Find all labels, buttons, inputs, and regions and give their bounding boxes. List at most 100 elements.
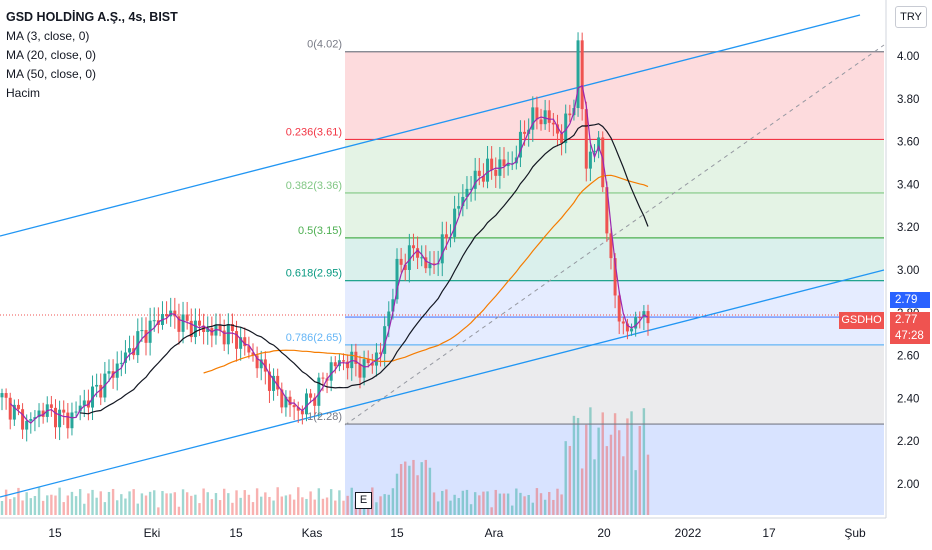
ma20-line: [80, 123, 649, 415]
volume-bar: [531, 502, 534, 515]
symbol-tag: GSDHO: [839, 312, 884, 329]
volume-bar: [247, 494, 251, 515]
candle: [317, 372, 321, 418]
candle: [502, 147, 506, 179]
ma50-line: [203, 174, 649, 374]
candle: [416, 236, 420, 270]
candle: [346, 354, 350, 380]
indicator-volume[interactable]: Hacim: [6, 86, 41, 100]
volume-bar: [70, 491, 74, 515]
volume-bar: [461, 490, 465, 515]
volume-bar: [622, 456, 625, 515]
candle: [292, 399, 296, 420]
candle: [140, 317, 144, 342]
volume-bar: [91, 489, 94, 515]
candle: [226, 313, 230, 355]
candle: [74, 401, 78, 418]
volume-bar: [46, 495, 49, 515]
volume-bar: [33, 495, 37, 515]
candle: [8, 392, 12, 430]
volume-bar: [519, 492, 522, 515]
candle: [630, 323, 634, 336]
candle: [584, 101, 588, 182]
candle: [486, 145, 490, 189]
volume-bar: [338, 490, 341, 515]
candle: [354, 343, 358, 377]
candle: [189, 308, 193, 343]
candle: [325, 372, 329, 394]
volume-bar: [99, 491, 102, 515]
volume-bar: [218, 500, 222, 515]
candle: [49, 395, 53, 417]
candle: [593, 144, 597, 163]
candle: [543, 99, 547, 130]
volume-bar: [198, 503, 201, 515]
volume-bar: [399, 464, 403, 515]
volume-bar: [601, 412, 604, 515]
x-tick-label-6: 20: [597, 526, 611, 540]
candle: [535, 96, 539, 130]
candle: [78, 395, 82, 421]
indicator-ma3[interactable]: MA (3, close, 0): [6, 29, 90, 43]
candle: [634, 311, 638, 337]
candle: [424, 245, 428, 274]
volume-bar: [379, 496, 382, 515]
candle: [358, 355, 362, 389]
volume-bar: [144, 495, 148, 515]
volume-bar: [383, 494, 386, 515]
volume-bar: [436, 501, 440, 515]
volume-bar: [37, 487, 41, 515]
candle: [119, 350, 123, 377]
candle: [469, 176, 473, 202]
volume-bar: [157, 507, 160, 515]
volume-bar: [194, 494, 197, 515]
volume-bar: [17, 487, 20, 515]
volume-bar: [255, 488, 259, 515]
candle: [642, 305, 646, 331]
volume-bar: [523, 496, 526, 515]
candle: [103, 361, 107, 403]
volume-bar: [243, 490, 246, 515]
volume-bar: [29, 498, 33, 515]
volume-bar: [50, 494, 53, 515]
candle: [16, 399, 20, 416]
volume-bar: [626, 418, 629, 515]
volume-bar: [424, 459, 428, 515]
currency-button[interactable]: TRY: [895, 6, 927, 28]
volume-bar: [264, 492, 267, 515]
volume-bar: [371, 487, 374, 515]
volume-bar: [539, 493, 543, 515]
volume-bar: [490, 507, 493, 515]
fib-zone-1: [345, 139, 884, 193]
volume-bar: [609, 434, 613, 515]
y-tick-label-7: 2.60: [897, 351, 919, 363]
candle: [564, 104, 568, 154]
volume-bar: [185, 492, 189, 515]
fib-label-2: 0.382(3.36): [286, 180, 342, 192]
indicator-ma20[interactable]: MA (20, close, 0): [6, 48, 97, 62]
candle: [296, 401, 300, 423]
chart-legend: GSD HOLDİNG A.Ş., 4s, BIST MA (3, close,…: [6, 8, 178, 103]
volume-bar: [449, 500, 452, 515]
volume-bar: [103, 502, 107, 515]
candle: [518, 120, 522, 168]
volume-bar: [0, 501, 4, 515]
fib-label-3: 0.5(3.15): [298, 225, 342, 237]
candle: [70, 402, 74, 436]
volume-bar: [74, 496, 78, 515]
candle: [156, 307, 160, 334]
candle: [432, 251, 436, 275]
earnings-event-marker[interactable]: E: [355, 492, 372, 509]
candle: [490, 146, 494, 180]
indicator-ma50[interactable]: MA (50, close, 0): [6, 67, 97, 81]
volume-bar: [222, 488, 226, 515]
volume-bar: [630, 411, 633, 515]
moving-average-lines: [9, 84, 649, 424]
candle: [160, 301, 164, 330]
candle: [41, 402, 45, 424]
volume-bar: [568, 445, 572, 515]
candle: [280, 382, 284, 414]
volume-bar: [576, 417, 580, 515]
volume-bar: [190, 495, 193, 515]
